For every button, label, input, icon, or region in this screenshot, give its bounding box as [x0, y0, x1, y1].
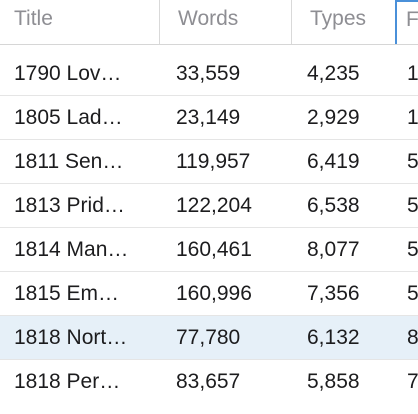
title-cell: 1813 Prid…	[14, 194, 125, 217]
column-header-title[interactable]: Title	[0, 0, 160, 44]
words-cell: 23,149	[176, 106, 241, 129]
partial-cell: 5	[407, 238, 418, 261]
partial-cell: 5	[407, 282, 418, 305]
table-row[interactable]: 1814 Man… 160,461 8,077 5	[0, 228, 418, 272]
table-body: 1790 Lov… 33,559 4,235 1 1805 Lad… 23,14…	[0, 52, 418, 404]
words-cell: 160,996	[176, 282, 252, 305]
table-row[interactable]: 1813 Prid… 122,204 6,538 5	[0, 184, 418, 228]
words-cell: 77,780	[176, 326, 241, 349]
table-row[interactable]: 1790 Lov… 33,559 4,235 1	[0, 52, 418, 96]
partial-cell: 8	[407, 326, 418, 349]
partial-cell: 5	[407, 194, 418, 217]
table-header: Title Words Types F	[0, 0, 418, 45]
title-cell: 1811 Sen…	[14, 150, 124, 173]
types-cell: 2,929	[307, 106, 360, 129]
title-cell: 1818 Per…	[14, 370, 121, 393]
horizontal-scrollbar[interactable]	[0, 402, 418, 414]
table-row[interactable]: 1815 Em… 160,996 7,356 5	[0, 272, 418, 316]
types-cell: 6,419	[307, 150, 360, 173]
table-row[interactable]: 1811 Sen… 119,957 6,419 5	[0, 140, 418, 184]
column-header-types[interactable]: Types	[310, 7, 367, 30]
title-cell: 1805 Lad…	[14, 106, 123, 129]
title-cell: 1814 Man…	[14, 238, 129, 261]
words-cell: 83,657	[176, 370, 241, 393]
types-cell: 6,132	[307, 326, 360, 349]
table-row[interactable]: 1805 Lad… 23,149 2,929 1	[0, 96, 418, 140]
column-header-words[interactable]: Words	[160, 0, 292, 44]
words-cell: 160,461	[176, 238, 252, 261]
title-cell: 1790 Lov…	[14, 62, 122, 85]
partial-cell: 5	[407, 150, 418, 173]
column-header-partial[interactable]: F	[395, 0, 418, 44]
words-cell: 119,957	[176, 150, 251, 173]
types-cell: 5,858	[307, 370, 360, 393]
types-cell: 7,356	[307, 282, 360, 305]
types-cell: 4,235	[307, 62, 360, 85]
partial-cell: 1	[407, 62, 418, 85]
words-cell: 122,204	[176, 194, 252, 217]
title-cell: 1815 Em…	[14, 282, 120, 305]
types-cell: 6,538	[307, 194, 360, 217]
partial-cell: 7	[407, 370, 418, 393]
types-cell: 8,077	[307, 238, 360, 261]
table-row[interactable]: 1818 Per… 83,657 5,858 7	[0, 360, 418, 404]
title-cell: 1818 Nort…	[14, 326, 128, 349]
table-row-selected[interactable]: 1818 Nort… 77,780 6,132 8	[0, 316, 418, 360]
partial-cell: 1	[407, 106, 418, 129]
words-cell: 33,559	[176, 62, 241, 85]
